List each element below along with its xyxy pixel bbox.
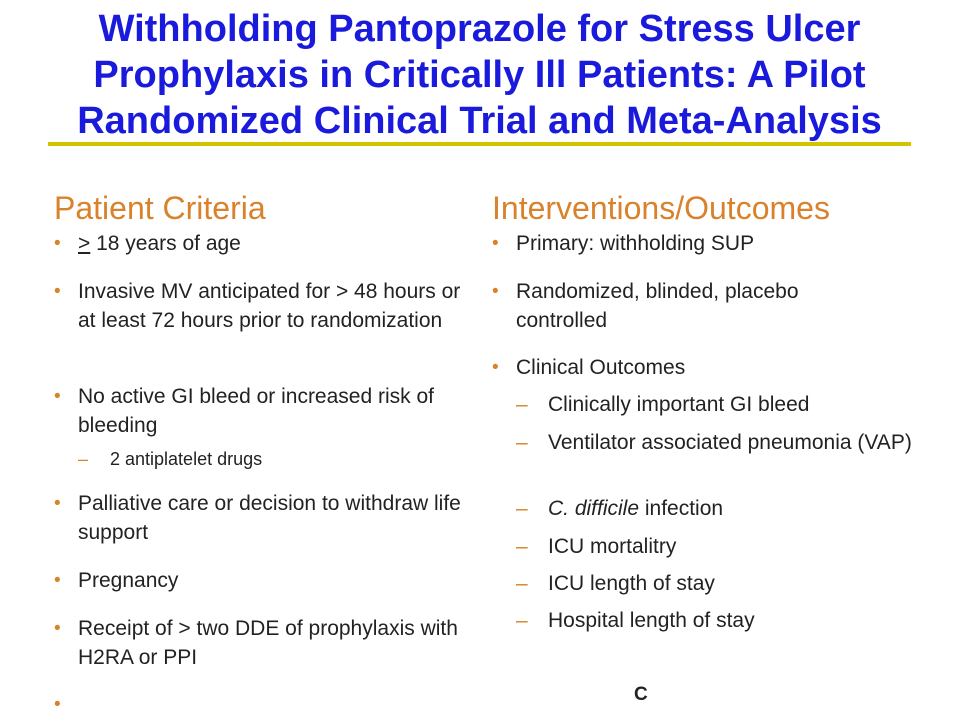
title-line-1: Withholding Pantoprazole for Stress Ulce…	[98, 8, 861, 50]
right-bullet-3: • Clinical Outcomes	[492, 353, 912, 382]
right-sub-1: – Clinically important GI bleed	[516, 390, 916, 419]
dash-icon: –	[516, 431, 528, 454]
dash-icon: –	[516, 393, 528, 416]
title-underline	[48, 142, 911, 146]
bullet-text: Pregnancy	[78, 569, 179, 592]
bullet-text: No active GI bleed or increased risk of …	[78, 385, 434, 437]
bullet-text: 18 years of age	[90, 232, 241, 255]
right-sub-5: – ICU length of stay	[516, 569, 916, 598]
left-bullet-3: • No active GI bleed or increased risk o…	[54, 382, 474, 440]
bullet-icon: •	[492, 233, 499, 254]
bullet-icon: •	[492, 357, 499, 378]
right-bullet-1: • Primary: withholding SUP	[492, 229, 912, 258]
bullet-icon: •	[54, 233, 61, 254]
ge-symbol: >	[78, 232, 91, 255]
bullet-text: Receipt of > two DDE of prophylaxis with…	[78, 617, 458, 669]
right-bullet-2: • Randomized, blinded, placebo controlle…	[492, 277, 852, 335]
sub-bullet-text: ICU length of stay	[548, 572, 715, 595]
title-line-3: Randomized Clinical Trial and Meta-Analy…	[77, 100, 882, 142]
dash-icon: –	[516, 497, 528, 520]
left-column-heading: Patient Criteria	[54, 190, 266, 226]
sub-bullet-text: ICU mortalitry	[548, 535, 677, 558]
sub-bullet-text: 2 antiplatelet drugs	[110, 449, 263, 469]
title-line-2: Prophylaxis in Critically Ill Patients: …	[93, 54, 866, 96]
sub-bullet-text: infection	[639, 497, 724, 520]
right-sub-3: – C. difficile infection	[516, 494, 916, 523]
sub-bullet-text: Hospital length of stay	[548, 609, 755, 632]
left-bullet-4: • Palliative care or decision to withdra…	[54, 489, 464, 547]
stray-letter: C	[634, 684, 648, 705]
italic-organism: C. difficile	[548, 497, 640, 520]
left-bullet-1: • > 18 years of age	[54, 229, 464, 258]
bullet-icon: •	[54, 386, 61, 407]
bullet-text: Primary: withholding SUP	[516, 232, 755, 255]
bullet-icon: •	[54, 570, 61, 591]
right-sub-4: – ICU mortalitry	[516, 532, 916, 561]
bullet-text: Clinical Outcomes	[516, 356, 686, 379]
sub-bullet-text: Ventilator associated pneumonia (VAP)	[548, 431, 912, 454]
right-column-heading: Interventions/Outcomes	[492, 190, 830, 226]
dash-icon: –	[516, 535, 528, 558]
bullet-icon: •	[54, 493, 61, 514]
dash-icon: –	[78, 449, 89, 469]
right-sub-6: – Hospital length of stay	[516, 606, 916, 635]
left-bullet-6: • Receipt of > two DDE of prophylaxis wi…	[54, 614, 474, 672]
bullet-icon: •	[54, 694, 61, 715]
bullet-text: Randomized, blinded, placebo controlled	[516, 280, 799, 332]
bullet-icon: •	[54, 281, 61, 302]
dash-icon: –	[516, 572, 528, 595]
bullet-icon: •	[54, 618, 61, 639]
right-sub-2: – Ventilator associated pneumonia (VAP)	[516, 428, 916, 457]
sub-bullet-text: Clinically important GI bleed	[548, 393, 810, 416]
left-bullet-5: • Pregnancy	[54, 566, 464, 595]
left-sub-bullet: – 2 antiplatelet drugs	[78, 447, 458, 471]
bullet-icon: •	[492, 281, 499, 302]
bullet-text: Invasive MV anticipated for > 48 hours o…	[78, 280, 461, 332]
left-bullet-2: • Invasive MV anticipated for > 48 hours…	[54, 277, 464, 335]
slide-title: Withholding Pantoprazole for Stress Ulce…	[40, 6, 919, 144]
bullet-text: Palliative care or decision to withdraw …	[78, 492, 461, 544]
dash-icon: –	[516, 609, 528, 632]
